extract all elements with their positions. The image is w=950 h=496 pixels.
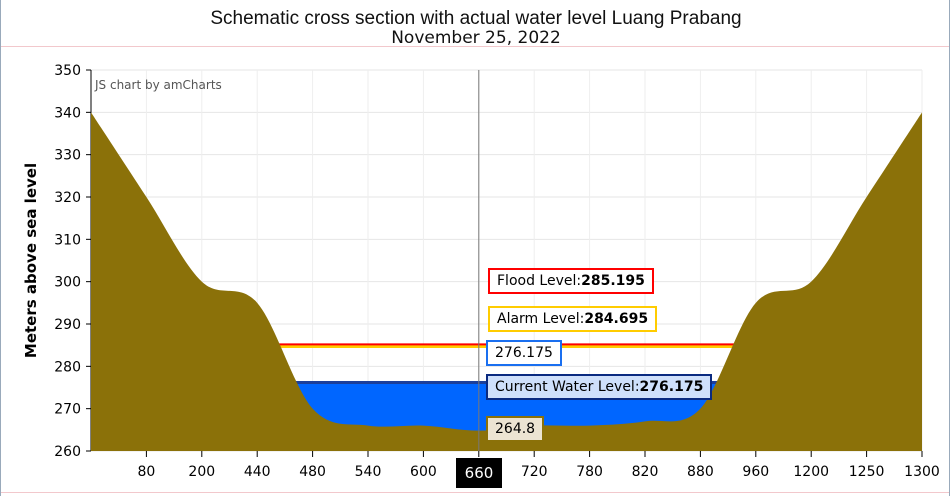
x-tick-label: 1300 <box>904 464 940 480</box>
y-tick-label: 320 <box>54 190 81 206</box>
y-tick-label: 310 <box>54 232 81 248</box>
x-tick-label: 880 <box>687 464 714 480</box>
chart-title: Schematic cross section with actual wate… <box>210 8 742 29</box>
bottom-divider <box>1 492 949 493</box>
y-tick-label: 280 <box>54 359 81 375</box>
x-tick-label: 600 <box>410 464 437 480</box>
flood-level-tooltip: Flood Level:285.195 <box>488 268 654 294</box>
y-tick-label: 350 <box>54 63 81 79</box>
x-tick-label: 1250 <box>849 464 885 480</box>
y-axis-title: Meters above sea level <box>22 163 40 358</box>
y-tick-label: 290 <box>54 317 81 333</box>
current-water-level-tooltip: Current Water Level:276.175 <box>486 374 713 400</box>
x-tick-label: 960 <box>742 464 769 480</box>
x-tick-label: 80 <box>137 464 155 480</box>
y-tick-label: 330 <box>54 148 81 164</box>
x-tick-label: 720 <box>521 464 548 480</box>
x-tick-label: 1200 <box>793 464 829 480</box>
cursor-category-label: 660 <box>456 458 502 488</box>
y-tick-label: 270 <box>54 402 81 418</box>
x-tick-label: 820 <box>632 464 659 480</box>
ground-value-tooltip: 264.8 <box>486 416 545 442</box>
chart-credit: JS chart by amCharts <box>94 78 222 92</box>
y-tick-label: 260 <box>54 444 81 460</box>
y-tick-label: 340 <box>54 105 81 121</box>
chart-subtitle: November 25, 2022 <box>391 28 561 48</box>
water-value-tooltip: 276.175 <box>486 340 562 366</box>
title-divider <box>1 46 949 47</box>
x-tick-label: 200 <box>188 464 215 480</box>
ground-area <box>91 112 922 451</box>
alarm-level-tooltip: Alarm Level:284.695 <box>488 306 658 332</box>
x-tick-label: 540 <box>355 464 382 480</box>
y-tick-label: 300 <box>54 275 81 291</box>
x-tick-label: 480 <box>299 464 326 480</box>
x-tick-label: 440 <box>244 464 271 480</box>
x-tick-label: 780 <box>576 464 603 480</box>
